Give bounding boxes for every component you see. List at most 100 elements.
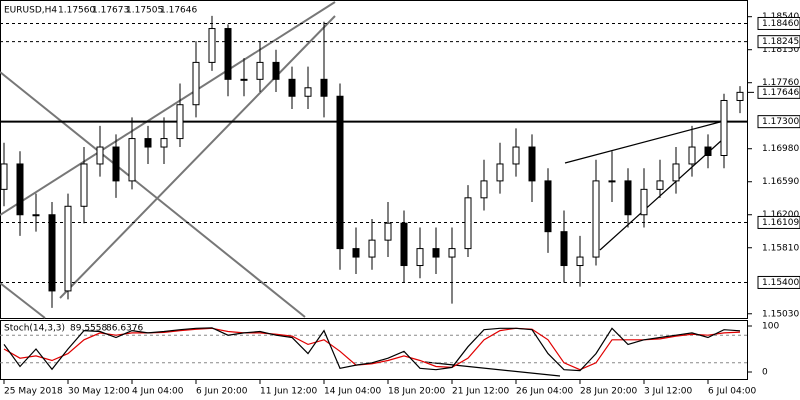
- candle-body: [480, 180, 488, 199]
- candle-body: [560, 231, 568, 267]
- divergence-line: [424, 361, 561, 377]
- price-frame: [0, 0, 748, 319]
- candle-body: [128, 138, 136, 182]
- candle-body: [320, 78, 328, 97]
- level-label-box: [757, 215, 800, 229]
- candle-body: [496, 163, 504, 182]
- y-tick-label: 1.17760: [762, 78, 799, 88]
- candle-body: [352, 248, 360, 258]
- candle-body: [176, 104, 184, 140]
- x-tick-label: 30 May 12:00: [68, 387, 130, 397]
- candle-body: [96, 146, 104, 165]
- level-label: 1.18245: [762, 37, 799, 47]
- y-tick-label: 1.16980: [762, 144, 799, 154]
- candle-body: [32, 214, 40, 217]
- candle-body: [736, 91, 744, 101]
- y-tick-label: 1.15030: [762, 309, 799, 319]
- x-tick-label: 11 Jun 12:00: [260, 387, 317, 397]
- x-tick-label: 28 Jun 20:00: [580, 387, 637, 397]
- candle-body: [288, 78, 296, 97]
- candle-body: [720, 99, 728, 156]
- indicator-tick-label: 100: [762, 322, 779, 332]
- y-tick-label: 1.16200: [762, 210, 799, 220]
- y-tick-label: 1.15810: [762, 243, 799, 253]
- candle-body: [688, 146, 696, 165]
- candle-body: [304, 87, 312, 97]
- channel-line: [0, 1, 336, 216]
- candle-body: [640, 188, 648, 216]
- x-tick-label: 21 Jun 12:00: [452, 387, 509, 397]
- candle-body: [576, 256, 584, 267]
- candle-body: [416, 248, 424, 267]
- candle-body: [624, 180, 632, 216]
- candle-body: [448, 248, 456, 258]
- candle-body: [672, 163, 680, 182]
- candle-body: [656, 180, 664, 190]
- x-tick-label: 6 Jun 20:00: [196, 387, 248, 397]
- candle-body: [80, 163, 88, 207]
- candle-body: [272, 61, 280, 80]
- candle-body: [112, 146, 120, 182]
- candle-body: [192, 61, 200, 106]
- candle-body: [704, 146, 712, 156]
- last-price-box: [757, 85, 800, 99]
- candle-body: [384, 222, 392, 241]
- x-tick-label: 4 Jun 04:00: [132, 387, 184, 397]
- x-tick-label: 14 Jun 04:00: [324, 387, 381, 397]
- level-label-box: [757, 115, 800, 129]
- wedge: [424, 121, 723, 377]
- candle-body: [240, 78, 248, 81]
- candle-body: [16, 163, 24, 216]
- candle-body: [592, 180, 600, 258]
- candle-body: [464, 197, 472, 250]
- candle-body: [544, 180, 552, 233]
- symbol: EURUSD,H4: [4, 6, 57, 16]
- candle-body: [336, 95, 344, 250]
- candle-body: [256, 61, 264, 80]
- indicator-name: Stoch(14,3,3): [4, 324, 65, 334]
- candle-body: [368, 239, 376, 258]
- indicator-tick-label: 0: [762, 368, 768, 378]
- candle-body: [432, 248, 440, 258]
- level-label: 1.16109: [762, 218, 799, 228]
- quote-close: 1.17646: [160, 6, 197, 16]
- candle-body: [528, 146, 536, 182]
- plot: 1.185401.181501.177601.169801.165901.162…: [0, 12, 800, 397]
- candle-body: [0, 163, 8, 190]
- x-tick-label: 25 May 2018: [4, 387, 63, 397]
- indicator-frame: [0, 320, 748, 380]
- indicator-signal: 86.6376: [106, 324, 143, 334]
- candle-body: [144, 138, 152, 148]
- candle-body: [64, 205, 72, 292]
- y-tick-label: 1.16590: [762, 177, 799, 187]
- candle-body: [224, 28, 232, 80]
- trendlines: [0, 1, 336, 319]
- indicator-line: [3, 327, 741, 372]
- quote-low: 1.17505: [126, 6, 163, 16]
- level-label-box: [757, 275, 800, 289]
- channel-line: [0, 282, 46, 319]
- channel-line: [0, 71, 306, 318]
- wedge-line: [599, 139, 723, 251]
- level-label-box: [757, 16, 800, 30]
- x-tick-label: 26 Jun 04:00: [516, 387, 573, 397]
- indicator-line: [3, 327, 741, 371]
- candle-body: [608, 180, 616, 183]
- level-label: 1.15400: [762, 278, 799, 288]
- candle-body: [160, 138, 168, 148]
- x-tick-label: 6 Jul 04:00: [708, 387, 757, 397]
- channel-line: [59, 15, 336, 299]
- last-price-label: 1.17646: [762, 88, 799, 98]
- candle-body: [208, 28, 216, 63]
- wedge-line: [564, 121, 721, 164]
- x-tick-label: 18 Jun 20:00: [388, 387, 445, 397]
- level-label: 1.18460: [762, 19, 799, 29]
- quote-high: 1.17673: [92, 6, 129, 16]
- candle-body: [400, 222, 408, 267]
- candle-body: [48, 214, 56, 292]
- level-label: 1.17300: [762, 117, 799, 127]
- candle-body: [512, 146, 520, 165]
- indicator-main: 89.5558: [70, 324, 107, 334]
